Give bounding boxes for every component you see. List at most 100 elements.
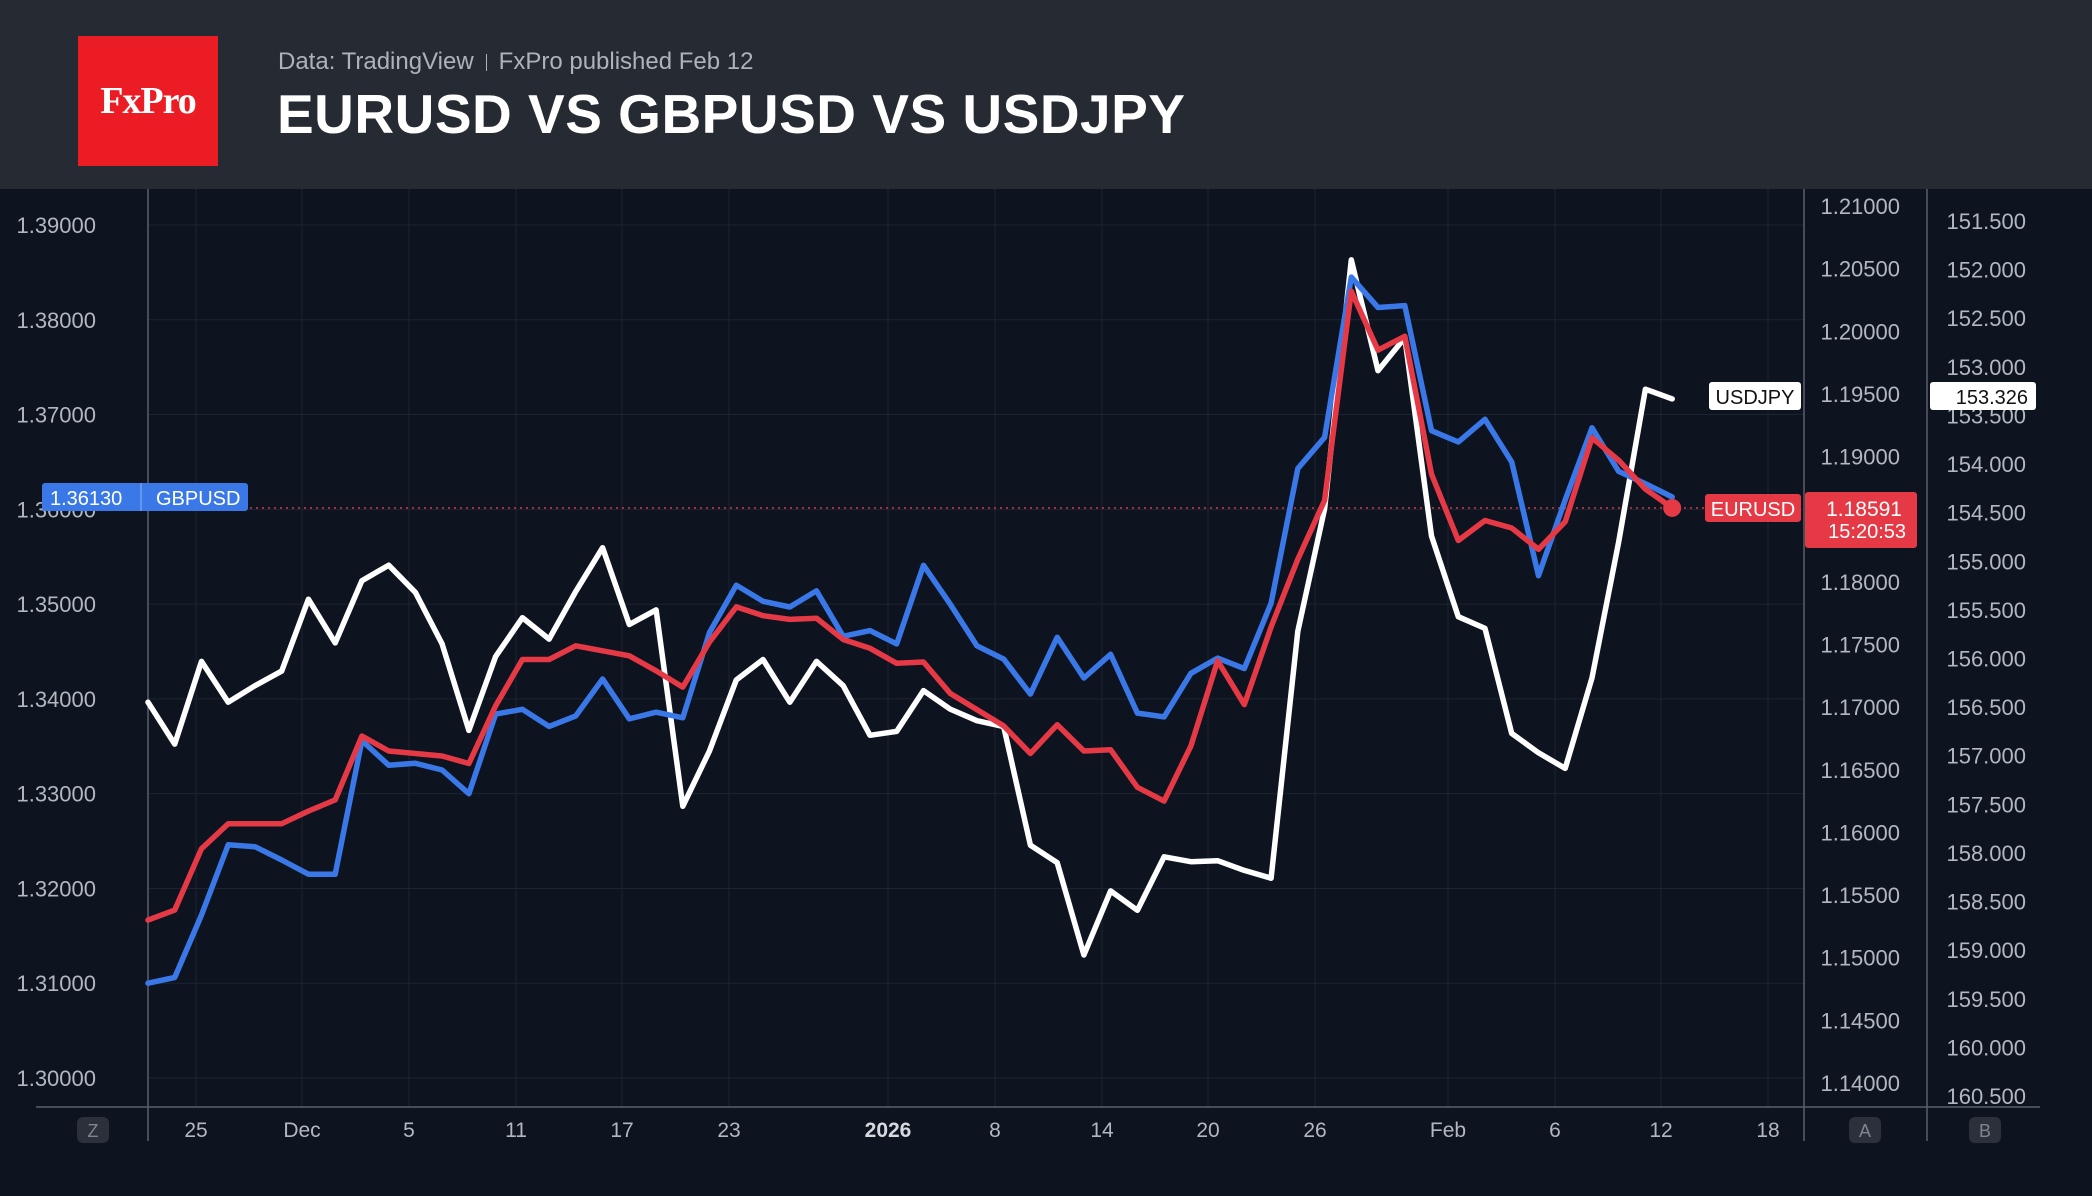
mid-tick-label: 1.19000 xyxy=(1820,445,1900,470)
time-tick-label: 6 xyxy=(1549,1119,1561,1142)
right-tick-label: 152.500 xyxy=(1946,306,2026,331)
left-tick-label: 1.33000 xyxy=(16,782,96,807)
left-tick-label: 1.31000 xyxy=(16,971,96,996)
fxpro-logo: FxPro xyxy=(78,36,218,166)
mid-tick-label: 1.14500 xyxy=(1820,1008,1900,1033)
mid-tick-label: 1.15500 xyxy=(1820,883,1900,908)
scale-button-label: B xyxy=(1979,1121,1991,1141)
usdjpy-value-tag-bg xyxy=(1930,382,2036,410)
gbpusd-line xyxy=(145,274,1675,986)
left-price-axis[interactable]: 1.390001.380001.370001.360001.350001.340… xyxy=(16,213,96,1091)
right-tick-label: 153.000 xyxy=(1946,355,2026,380)
right-tick-label: 157.000 xyxy=(1946,744,2026,769)
right-tick-label: 160.000 xyxy=(1946,1035,2026,1060)
mid-tick-label: 1.21000 xyxy=(1820,194,1900,219)
left-tick-label: 1.38000 xyxy=(16,308,96,333)
eurusd-countdown: 15:20:53 xyxy=(1828,521,1906,543)
eurusd-tag-value: 1.18591 xyxy=(1826,498,1902,521)
time-axis[interactable]: 25 Dec 5 11 17 23 2026 8 14 20 26 Feb 6 12 18Z A B xyxy=(77,1117,2001,1143)
right-tick-label: 151.500 xyxy=(1946,209,2026,234)
chart-frame xyxy=(36,189,2040,1141)
scale-button-label: A xyxy=(1859,1121,1871,1141)
eurusd-line xyxy=(145,288,1675,923)
mid-tick-label: 1.20500 xyxy=(1820,257,1900,282)
right-tick-label: 155.500 xyxy=(1946,598,2026,623)
usdjpy-tag-value: 153.326 xyxy=(1956,387,2028,409)
time-tick-label: 26 xyxy=(1303,1119,1326,1142)
usdjpy-price-tag: USDJPY 153.326 xyxy=(1709,382,2036,410)
time-tick-label: 14 xyxy=(1090,1119,1114,1142)
left-tick-label: 1.37000 xyxy=(16,403,96,428)
right-tick-label: 156.500 xyxy=(1946,695,2026,720)
data-source: Data: TradingView xyxy=(278,48,474,75)
right-tick-label: 156.000 xyxy=(1946,647,2026,672)
gbpusd-price-tag: 1.36130 GBPUSD xyxy=(42,483,248,512)
chart-title: EURUSD VS GBPUSD VS USDJPY xyxy=(277,83,1186,145)
usdjpy-name-tag-bg xyxy=(1709,382,1801,410)
mid-tick-label: 1.16000 xyxy=(1820,820,1900,845)
grid-lines xyxy=(148,189,1804,1107)
right-tick-label: 154.000 xyxy=(1946,452,2026,477)
left-tick-label: 1.34000 xyxy=(16,687,96,712)
time-tick-label: 20 xyxy=(1196,1119,1219,1142)
time-tick-label: 8 xyxy=(989,1119,1001,1142)
right-tick-label: 154.500 xyxy=(1946,501,2026,526)
publish-info: FxPro published Feb 12 xyxy=(498,48,754,75)
scale-button-label: Z xyxy=(88,1121,99,1141)
scale-button-bg xyxy=(1849,1117,1881,1143)
right-tick-label: 159.000 xyxy=(1946,938,2026,963)
usdjpy-line xyxy=(145,257,1675,958)
right-tick-label: 160.500 xyxy=(1946,1084,2026,1109)
right-tick-label: 159.500 xyxy=(1946,987,2026,1012)
header-bar: FxPro Data: TradingView FxPro published … xyxy=(0,0,2092,189)
usdjpy-tag-name: USDJPY xyxy=(1716,387,1795,409)
series-lines xyxy=(145,257,1804,986)
right-tick-label: 158.000 xyxy=(1946,841,2026,866)
left-tick-label: 1.39000 xyxy=(16,213,96,238)
left-tick-label: 1.32000 xyxy=(16,876,96,901)
eurusd-last-dot xyxy=(1663,498,1682,517)
time-tick-label: 25 xyxy=(184,1119,207,1142)
mid-tick-label: 1.18000 xyxy=(1820,570,1900,595)
time-tick-label: Dec xyxy=(283,1119,320,1142)
eurusd-tag-name: EURUSD xyxy=(1711,499,1795,521)
eurusd-value-tag-bg xyxy=(1805,491,1917,548)
gbpusd-tag-bg xyxy=(42,483,248,512)
scale-button-b[interactable]: B xyxy=(1969,1117,2001,1143)
time-tick-label: 23 xyxy=(717,1119,740,1142)
mid-tick-label: 1.15000 xyxy=(1820,946,1900,971)
mid-tick-label: 1.20000 xyxy=(1820,319,1900,344)
time-tick-label: Feb xyxy=(1430,1119,1466,1142)
right-price-axis[interactable]: 151.500152.000152.500153.000153.500154.0… xyxy=(1946,209,2026,1109)
mid-tick-label: 1.17500 xyxy=(1820,633,1900,658)
mid-tick-label: 1.19500 xyxy=(1820,382,1900,407)
mid-tick-label: 1.14000 xyxy=(1820,1071,1900,1096)
scale-button-a[interactable]: A xyxy=(1849,1117,1881,1143)
left-tick-label: 1.30000 xyxy=(16,1066,96,1091)
scale-button-bg xyxy=(1969,1117,2001,1143)
right-tick-label: 158.500 xyxy=(1946,890,2026,915)
time-tick-label: 17 xyxy=(610,1119,633,1142)
mid-tick-label: 1.17000 xyxy=(1820,695,1900,720)
time-tick-label: 12 xyxy=(1649,1119,1672,1142)
mid-tick-label: 1.16500 xyxy=(1820,758,1900,783)
scale-button-bg xyxy=(77,1117,109,1143)
gbpusd-tag-name: GBPUSD xyxy=(156,488,240,510)
left-tick-label: 1.35000 xyxy=(16,592,96,617)
scale-button-z[interactable]: Z xyxy=(77,1117,109,1143)
eurusd-name-tag-bg xyxy=(1705,493,1801,522)
right-tick-label: 157.500 xyxy=(1946,792,2026,817)
chart-meta: Data: TradingView FxPro published Feb 12 xyxy=(278,48,753,76)
time-tick-label: 5 xyxy=(403,1119,415,1142)
right-tick-label: 155.000 xyxy=(1946,549,2026,574)
meta-separator xyxy=(485,53,487,71)
time-tick-label: 11 xyxy=(505,1119,527,1142)
time-tick-label: 18 xyxy=(1756,1119,1779,1142)
time-tick-label: 2026 xyxy=(865,1119,912,1142)
gbpusd-tag-value: 1.36130 xyxy=(50,488,122,510)
mid-price-axis[interactable]: 1.21000 1.20500 1.20000 1.19500 1.19000 1.185… xyxy=(1820,194,1900,1096)
right-tick-label: 152.000 xyxy=(1946,258,2026,283)
price-chart[interactable]: 1.390001.380001.370001.360001.350001.340… xyxy=(0,189,2092,1196)
